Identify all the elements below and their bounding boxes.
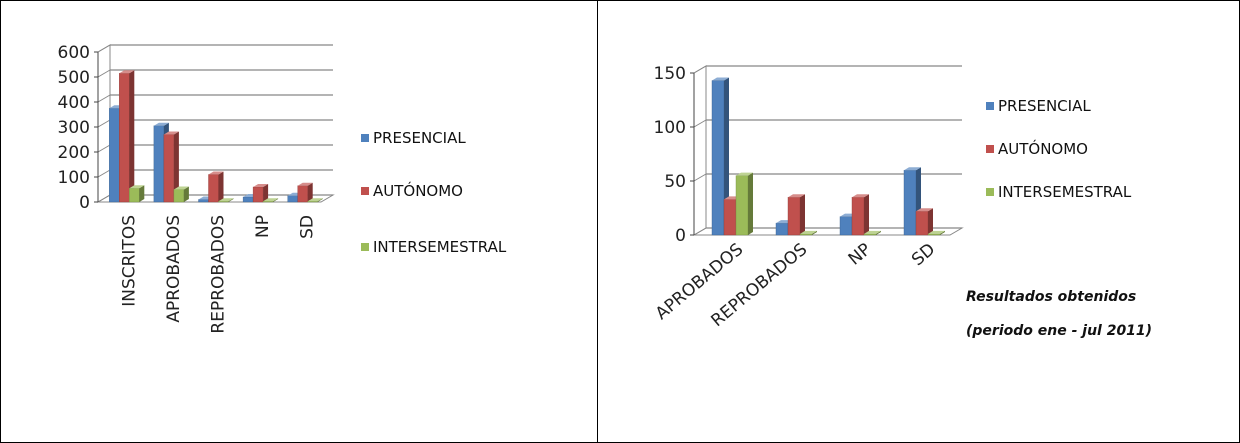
- x-tick-label: INSCRITOS: [119, 215, 139, 307]
- legend-label: INTERSEMESTRAL: [373, 238, 507, 256]
- legend-entry-presencial: PRESENCIAL: [986, 97, 1091, 115]
- bar-intersemestral-inscritos: [129, 185, 145, 203]
- legend-entry-autonomo: AUTÓNOMO: [361, 181, 463, 200]
- gridline-slant: [97, 44, 111, 53]
- bars: [109, 70, 323, 203]
- bar-intersemestral-np: [262, 198, 279, 203]
- x-tick-label: NP: [845, 240, 875, 270]
- gridline-slant: [693, 173, 707, 182]
- y-gridlines: [97, 44, 333, 203]
- gridline-slant: [97, 169, 111, 178]
- x-tick-label: NP: [253, 215, 273, 238]
- bar-autonomo-reprobados: [787, 194, 805, 236]
- bar-presencial-aprobados: [711, 77, 729, 236]
- bars: [711, 77, 945, 236]
- legend-swatch: [986, 145, 994, 153]
- bar-intersemestral-reprobados: [799, 230, 817, 236]
- legend-swatch: [361, 134, 369, 142]
- y-tick-label: 100: [58, 168, 90, 188]
- bar-intersemestral-aprobados: [173, 186, 189, 203]
- legend-label: PRESENCIAL: [998, 97, 1091, 115]
- bar-intersemestral-np: [863, 230, 881, 236]
- bar-autonomo-aprobados: [163, 131, 179, 203]
- legend: PRESENCIAL AUTÓNOMO INTERSEMESTRAL: [361, 129, 507, 256]
- gridline-slant: [693, 65, 707, 74]
- legend-entry-intersemestral: INTERSEMESTRAL: [361, 238, 507, 256]
- legend: PRESENCIAL AUTÓNOMO INTERSEMESTRAL: [986, 97, 1132, 201]
- legend-label: PRESENCIAL: [373, 129, 466, 147]
- y-tick-label: 300: [58, 118, 90, 138]
- bar-autonomo-inscritos: [119, 70, 135, 203]
- y-tick-label: 200: [58, 143, 90, 163]
- gridline-slant: [693, 119, 707, 128]
- legend-entry-intersemestral: INTERSEMESTRAL: [986, 183, 1132, 201]
- y-tick-label: 50: [664, 172, 686, 192]
- chart-side-wall: [693, 65, 707, 236]
- legend-swatch: [986, 188, 994, 196]
- y-tick-label: 0: [675, 226, 686, 246]
- bar-intersemestral-aprobados: [735, 172, 753, 236]
- x-tick-label: SD: [908, 240, 939, 271]
- bar-autonomo-sd: [297, 182, 313, 203]
- bar-autonomo-sd: [915, 208, 933, 236]
- x-tick-label: APROBADOS: [164, 215, 184, 323]
- y-tick-label: 500: [58, 68, 90, 88]
- bar-intersemestral-sd: [307, 198, 323, 203]
- y-tick-label: 0: [79, 193, 90, 213]
- bar-autonomo-np: [851, 194, 869, 236]
- y-tick-label: 600: [58, 43, 90, 63]
- x-tick-labels: INSCRITOS APROBADOS REPROBADOS NP SD: [119, 215, 317, 334]
- legend-entry-autonomo: AUTÓNOMO: [986, 139, 1088, 158]
- legend-entry-presencial: PRESENCIAL: [361, 129, 466, 147]
- y-tick-labels: 0 100 200 300 400 500 600: [58, 43, 99, 213]
- left-chart-panel: 0 100 200 300 400 500 600 INSCRITOS APROBADOS REP…: [0, 0, 598, 443]
- gridline-slant: [97, 194, 111, 203]
- legend-label: AUTÓNOMO: [998, 139, 1088, 158]
- legend-swatch: [361, 187, 369, 195]
- bar-autonomo-reprobados: [208, 171, 224, 203]
- y-tick-label: 150: [654, 64, 686, 84]
- bar-autonomo-np: [252, 184, 269, 203]
- legend-swatch: [986, 102, 994, 110]
- gridline-slant: [97, 69, 111, 78]
- bar-intersemestral-sd: [927, 230, 945, 236]
- gridline-slant: [97, 94, 111, 103]
- legend-label: INTERSEMESTRAL: [998, 183, 1132, 201]
- chart-inscritos-aprobados: 0 100 200 300 400 500 600 INSCRITOS APROBADOS REP…: [58, 43, 507, 334]
- legend-swatch: [361, 243, 369, 251]
- gridline-slant: [693, 227, 707, 236]
- bar-intersemestral-reprobados: [218, 198, 234, 203]
- legend-label: AUTÓNOMO: [373, 181, 463, 200]
- chart-annotation-line-2: (periodo ene - jul 2011): [966, 323, 1153, 339]
- chart-annotation-line-1: Resultados obtenidos: [966, 289, 1137, 305]
- y-tick-labels: 0 50 100 150: [654, 64, 695, 246]
- y-tick-label: 400: [58, 93, 90, 113]
- gridline-slant: [97, 144, 111, 153]
- x-tick-label: SD: [298, 215, 318, 239]
- gridline-slant: [97, 119, 111, 128]
- y-tick-label: 100: [654, 118, 686, 138]
- x-tick-label: REPROBADOS: [209, 215, 229, 334]
- right-chart-panel: 0 50 100 150 APROBADOS REPROBADOS NP SD PRESENCI…: [597, 0, 1240, 443]
